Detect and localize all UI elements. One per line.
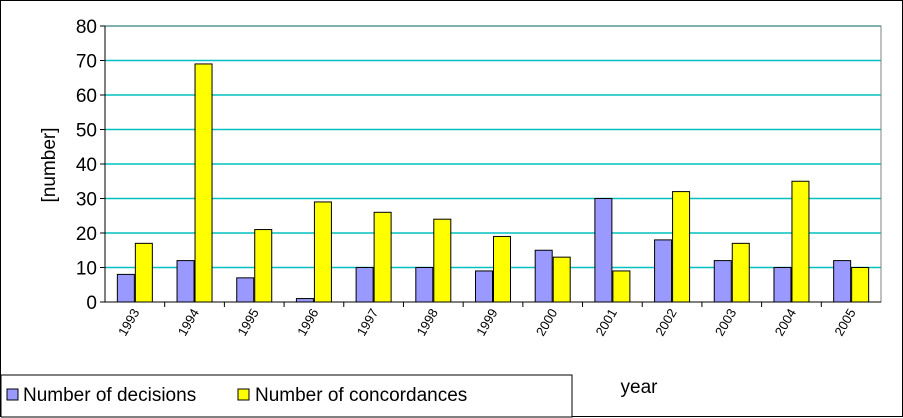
x-tick-label: 2000	[533, 306, 560, 339]
bar-concordances-1999	[493, 235, 511, 303]
bar-concordances-2002	[672, 191, 691, 303]
bar-concordances-2005	[851, 267, 870, 303]
y-axis-title: [number]	[39, 128, 60, 203]
x-axis-title: year	[621, 377, 659, 398]
bar-decisions-1993	[116, 273, 135, 303]
y-tick-label: 50	[76, 121, 97, 142]
bar-decisions-1998	[415, 267, 434, 303]
x-tick-label: 2001	[593, 306, 620, 339]
bar-concordances-2000	[552, 256, 571, 303]
bar-decisions-2005	[833, 260, 852, 303]
legend-label-decisions: Number of decisions	[23, 385, 196, 406]
y-tick-label: 30	[76, 190, 97, 211]
bar-decisions-1994	[176, 260, 195, 303]
bar-concordances-1993	[134, 242, 153, 303]
bar-concordances-1997	[373, 211, 392, 303]
x-tick-label: 2005	[831, 306, 858, 339]
y-tick-label: 40	[76, 155, 97, 176]
y-tick-label: 0	[86, 293, 97, 314]
bar-decisions-1999	[475, 270, 493, 303]
y-tick-label: 20	[76, 224, 97, 245]
x-tick-label: 1999	[473, 306, 500, 339]
x-tick-label: 1994	[175, 306, 202, 339]
bar-decisions-1997	[355, 267, 374, 303]
bars	[116, 63, 870, 303]
x-tick-label: 2003	[712, 306, 739, 339]
x-tick-label: 2002	[652, 306, 679, 339]
legend-swatch-decisions	[6, 388, 19, 401]
y-tick-label: 80	[76, 17, 97, 38]
x-tick-label: 1998	[413, 306, 440, 339]
bar-concordances-1994	[194, 63, 213, 303]
bar-decisions-2002	[654, 239, 673, 303]
x-tick-label: 2004	[772, 306, 799, 339]
y-axis-ticks: 0 10 20 30 40 50 60 70 80	[76, 17, 105, 314]
bar-decisions-1996	[295, 298, 314, 303]
x-tick-label: 1995	[234, 306, 261, 339]
legend: Number of decisions Number of concordance…	[1, 374, 573, 418]
legend-swatch-concordances	[237, 388, 250, 401]
bar-concordances-2001	[612, 270, 631, 303]
gridlines	[105, 25, 881, 269]
bar-concordances-1996	[313, 201, 332, 303]
y-tick-label: 60	[76, 86, 97, 107]
bar-concordances-2003	[731, 242, 750, 303]
y-tick-label: 70	[76, 52, 97, 73]
bar-decisions-2003	[713, 260, 732, 303]
x-axis-ticks: 1993 1994 1995 1996 1997 1998 1999 2000 2001 2002…	[115, 302, 859, 339]
bar-decisions-2004	[773, 267, 792, 303]
legend-label-concordances: Number of concordances	[255, 385, 467, 406]
bar-decisions-1995	[236, 277, 255, 303]
x-tick-label: 1993	[115, 306, 142, 339]
bar-concordances-1998	[433, 218, 452, 303]
x-tick-label: 1997	[354, 306, 381, 339]
bar-concordances-1995	[254, 229, 273, 303]
x-tick-label: 1996	[294, 306, 321, 339]
bar-concordances-2004	[791, 180, 810, 303]
legend-box	[1, 374, 573, 418]
bar-decisions-2000	[534, 249, 553, 303]
bar-decisions-2001	[594, 198, 613, 303]
y-tick-label: 10	[76, 259, 97, 280]
